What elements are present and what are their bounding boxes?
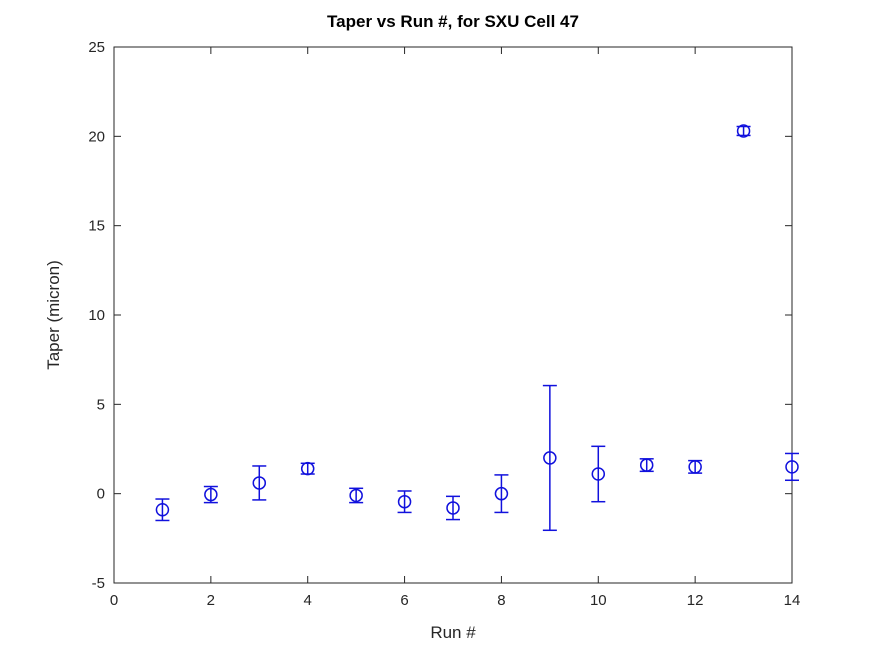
x-tick-label: 2 — [207, 592, 215, 609]
data-point-marker — [688, 460, 702, 474]
data-point-marker — [736, 124, 751, 138]
y-tick-label: -5 — [92, 575, 105, 592]
data-point-marker — [300, 461, 315, 476]
data-point-marker — [397, 494, 412, 509]
x-tick-label: 6 — [400, 592, 408, 609]
x-tick-label: 0 — [110, 592, 118, 609]
y-axis-label: Taper (micron) — [44, 260, 63, 370]
y-tick-label: 25 — [88, 39, 105, 56]
chart-title: Taper vs Run #, for SXU Cell 47 — [327, 12, 579, 31]
y-tick-label: 5 — [97, 396, 105, 413]
y-tick-label: 10 — [88, 307, 105, 324]
data-point-marker — [446, 501, 460, 515]
x-tick-label: 14 — [784, 592, 801, 609]
data-point-marker — [252, 476, 267, 490]
data-point-marker — [639, 458, 654, 472]
x-axis-label: Run # — [430, 623, 476, 642]
y-tick-label: 15 — [88, 218, 105, 235]
x-tick-label: 10 — [590, 592, 607, 609]
data-point-marker — [543, 451, 557, 465]
data-point-marker — [349, 488, 363, 503]
data-point-marker — [591, 467, 606, 481]
data-point-marker — [204, 487, 218, 502]
x-tick-label: 4 — [304, 592, 312, 609]
y-tick-label: 0 — [97, 486, 105, 503]
data-point-marker — [155, 502, 170, 517]
x-tick-label: 12 — [687, 592, 704, 609]
data-point-marker — [785, 460, 799, 474]
x-tick-label: 8 — [497, 592, 505, 609]
y-tick-label: 20 — [88, 128, 105, 145]
data-point-marker — [494, 486, 509, 501]
